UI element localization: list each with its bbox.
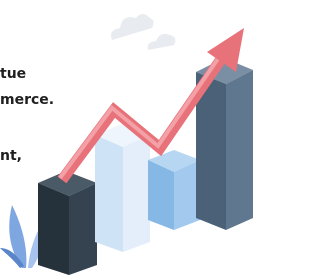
bar-mid — [148, 150, 200, 230]
clouds — [111, 14, 175, 50]
text-line: tue — [0, 66, 26, 82]
illustration — [0, 0, 253, 275]
text-line: merce. — [0, 92, 54, 108]
bar-dark-left — [38, 171, 97, 275]
text-line: nt, — [0, 148, 22, 164]
bar-light — [95, 124, 150, 252]
screenshot: tue merce. nt, — [0, 0, 253, 275]
